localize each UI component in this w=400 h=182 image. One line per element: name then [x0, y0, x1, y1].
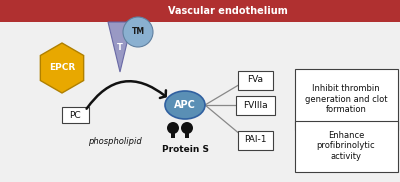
Text: Vascular endothelium: Vascular endothelium — [168, 6, 288, 16]
Text: phospholipid: phospholipid — [88, 137, 142, 147]
Circle shape — [167, 122, 179, 134]
FancyBboxPatch shape — [294, 68, 398, 130]
FancyBboxPatch shape — [236, 96, 274, 114]
Polygon shape — [40, 43, 84, 93]
Text: PAI-1: PAI-1 — [244, 136, 266, 145]
Text: TM: TM — [132, 27, 144, 37]
Text: APC: APC — [174, 100, 196, 110]
Text: FVa: FVa — [247, 76, 263, 84]
Circle shape — [123, 17, 153, 47]
Bar — [0, 0, 400, 22]
Bar — [185, 128, 189, 138]
Text: Inhibit thrombin
generation and clot
formation: Inhibit thrombin generation and clot for… — [305, 84, 387, 114]
Text: Enhance
profibrinolytic
activity: Enhance profibrinolytic activity — [317, 131, 375, 161]
Text: T: T — [117, 43, 123, 52]
Bar — [171, 128, 175, 138]
Text: FVIIIa: FVIIIa — [243, 100, 267, 110]
Polygon shape — [108, 22, 132, 72]
Circle shape — [181, 122, 193, 134]
FancyBboxPatch shape — [238, 130, 272, 149]
FancyBboxPatch shape — [294, 120, 398, 171]
Text: PC: PC — [69, 110, 81, 120]
FancyBboxPatch shape — [238, 70, 272, 90]
Ellipse shape — [165, 91, 205, 119]
Text: Protein S: Protein S — [162, 145, 208, 155]
FancyBboxPatch shape — [62, 107, 88, 123]
Text: EPCR: EPCR — [49, 64, 75, 72]
